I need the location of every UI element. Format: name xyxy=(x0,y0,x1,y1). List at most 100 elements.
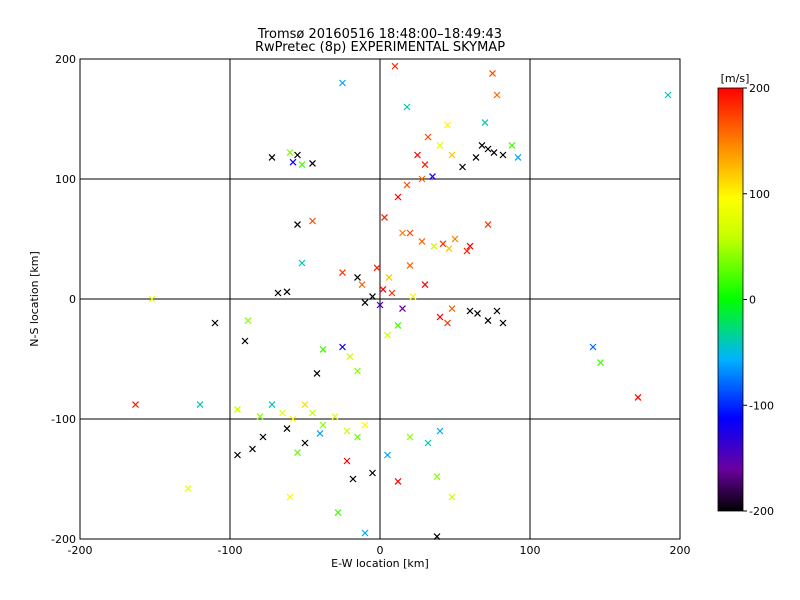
data-point xyxy=(313,369,321,377)
data-point xyxy=(309,159,316,167)
data-point xyxy=(148,295,156,303)
data-point xyxy=(283,288,291,296)
x-tick-label: 200 xyxy=(670,544,691,557)
y-axis-label: N-S location [km] xyxy=(28,251,41,347)
data-point xyxy=(481,119,489,127)
grid-lines xyxy=(80,59,680,539)
data-point xyxy=(421,161,429,169)
data-point xyxy=(331,413,339,421)
data-point xyxy=(478,141,486,149)
data-point xyxy=(448,305,456,313)
data-point xyxy=(418,175,426,183)
data-point xyxy=(448,151,456,159)
data-point xyxy=(484,145,492,153)
data-point xyxy=(339,343,346,351)
data-point xyxy=(394,321,402,329)
data-point xyxy=(403,181,411,189)
chart-subtitle: RwPretec (8p) EXPERIMENTAL SKYMAP xyxy=(255,40,505,55)
data-point xyxy=(421,281,429,289)
y-tick-label: 100 xyxy=(55,173,76,186)
colorbar-tick-label: 100 xyxy=(749,188,770,201)
data-point xyxy=(436,313,444,321)
data-point xyxy=(132,401,139,409)
data-point xyxy=(379,285,387,293)
data-point xyxy=(384,331,391,339)
data-point xyxy=(316,429,324,437)
data-point xyxy=(274,289,282,297)
data-point xyxy=(346,353,354,361)
data-point xyxy=(499,151,507,159)
data-point xyxy=(394,477,402,485)
y-tick-label: -200 xyxy=(51,533,76,546)
data-point xyxy=(289,158,297,166)
data-point xyxy=(294,221,301,229)
data-point xyxy=(298,259,306,267)
data-point xyxy=(388,289,396,297)
data-point xyxy=(433,533,441,541)
data-point xyxy=(436,427,444,435)
data-point xyxy=(361,529,369,537)
data-point xyxy=(403,103,411,111)
data-point xyxy=(424,133,432,141)
data-point xyxy=(508,141,516,149)
data-point xyxy=(289,415,297,423)
y-tick-label: -100 xyxy=(51,413,76,426)
data-point xyxy=(459,163,466,171)
data-point xyxy=(349,475,357,483)
data-point xyxy=(319,421,327,429)
data-point xyxy=(361,299,369,307)
data-point xyxy=(439,240,447,248)
data-point xyxy=(490,149,498,157)
data-point xyxy=(445,245,453,253)
data-point xyxy=(196,401,204,409)
data-point xyxy=(211,319,219,327)
data-point xyxy=(385,273,393,281)
data-point xyxy=(391,62,399,70)
colorbar: [m/s] 200 100 0 -100 -200 xyxy=(717,72,774,518)
data-point xyxy=(634,393,642,401)
colorbar-label: [m/s] xyxy=(721,72,750,85)
data-point xyxy=(294,449,301,457)
data-point xyxy=(433,473,441,481)
colorbar-tick-label: -200 xyxy=(749,505,774,518)
data-point xyxy=(484,317,492,325)
data-point xyxy=(384,451,391,459)
data-point xyxy=(234,405,241,413)
data-point xyxy=(279,409,286,417)
colorbar-tick-label: 200 xyxy=(749,82,770,95)
data-point xyxy=(301,439,309,447)
data-point xyxy=(399,305,406,313)
data-point xyxy=(369,293,376,301)
data-point xyxy=(309,409,316,417)
data-point xyxy=(499,319,507,327)
data-point xyxy=(268,153,276,161)
data-point xyxy=(294,151,301,159)
colorbar-tick-label: -100 xyxy=(749,399,774,412)
y-axis-ticks: -200 -100 0 100 200 xyxy=(51,53,76,546)
x-tick-label: 0 xyxy=(377,544,384,557)
data-point xyxy=(474,309,481,317)
data-point xyxy=(418,237,426,245)
x-axis-ticks: -200 -100 0 100 200 xyxy=(68,544,691,557)
x-tick-label: -100 xyxy=(218,544,243,557)
data-point xyxy=(259,433,267,441)
data-point xyxy=(184,485,192,493)
data-point xyxy=(241,337,249,345)
data-point xyxy=(424,439,432,447)
data-point xyxy=(514,153,522,161)
data-point xyxy=(376,301,384,309)
data-point xyxy=(286,493,294,501)
data-point xyxy=(244,317,252,325)
data-point xyxy=(466,307,474,315)
data-point xyxy=(406,229,414,237)
data-point xyxy=(343,457,351,465)
data-point xyxy=(354,273,361,281)
data-point xyxy=(436,141,444,149)
data-point xyxy=(249,445,256,453)
data-point xyxy=(451,235,459,243)
data-points xyxy=(132,62,672,541)
data-point xyxy=(309,217,316,225)
colorbar-gradient xyxy=(717,87,744,512)
data-point xyxy=(472,153,480,161)
data-point xyxy=(597,359,604,367)
